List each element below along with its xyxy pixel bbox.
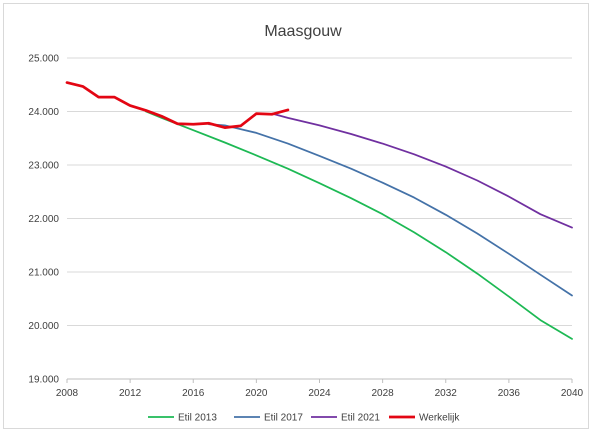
chart-title: Maasgouw	[264, 23, 342, 40]
x-tick-label: 2036	[498, 388, 521, 399]
legend-label: Etil 2013	[178, 413, 217, 424]
x-tick-label: 2028	[372, 388, 395, 399]
y-tick-label: 19.000	[28, 375, 59, 386]
x-tick-label: 2016	[182, 388, 205, 399]
x-tick-labels: 2008 2012 2016 2020 2024 2028 2032 2036 2040	[56, 388, 584, 399]
y-tick-label: 23.000	[28, 161, 59, 172]
chart-frame	[3, 3, 589, 429]
series-line	[145, 110, 573, 340]
y-tick-label: 22.000	[28, 214, 59, 225]
legend: Etil 2013 Etil 2017 Etil 2021 Werkelijk	[148, 413, 460, 424]
x-tick-label: 2032	[435, 388, 458, 399]
x-tick-label: 2040	[561, 388, 584, 399]
x-tick-label: 2024	[308, 388, 331, 399]
grid-lines	[67, 57, 572, 326]
x-axis	[66, 378, 573, 383]
legend-label: Werkelijk	[419, 413, 460, 424]
y-tick-label: 25.000	[28, 54, 59, 65]
y-tick-label: 21.000	[28, 268, 59, 279]
series-line	[65, 81, 290, 129]
series-line	[208, 123, 573, 297]
y-tick-label: 24.000	[28, 107, 59, 118]
legend-label: Etil 2021	[341, 413, 380, 424]
y-tick-label: 20.000	[28, 321, 59, 332]
x-tick-label: 2012	[119, 388, 142, 399]
legend-label: Etil 2017	[264, 413, 303, 424]
x-tick-label: 2020	[245, 388, 268, 399]
x-tick-label: 2008	[56, 388, 79, 399]
series-lines	[65, 81, 573, 340]
y-tick-labels: 19.000 20.000 21.000 22.000 23.000 24.000 25.0…	[28, 54, 59, 386]
series-line	[271, 112, 573, 229]
